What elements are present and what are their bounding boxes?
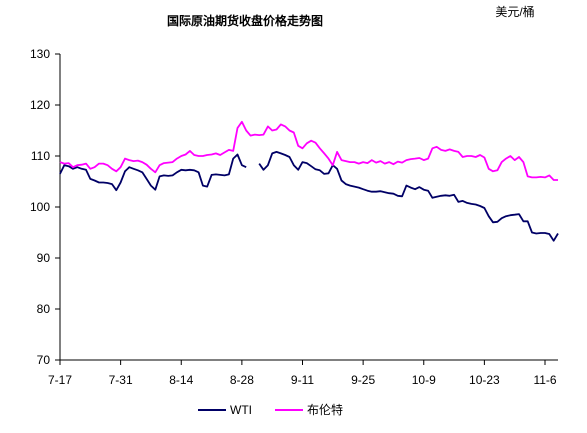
x-tick-label: 9-11 [291, 373, 314, 387]
x-tick-label: 7-31 [109, 373, 133, 387]
y-axis: 70 80 90 100 110 120 130 [30, 47, 61, 367]
legend-label-wti: WTI [230, 403, 252, 417]
y-tick-label: 130 [30, 47, 50, 61]
x-tick-label: 8-14 [169, 373, 193, 387]
legend: WTI 布伦特 [198, 402, 343, 417]
y-tick-label: 70 [37, 353, 51, 367]
series-line-wti [59, 151, 559, 242]
series-layer [59, 120, 559, 242]
x-tick-label: 11-6 [533, 373, 556, 387]
x-tick-label: 10-23 [469, 373, 500, 387]
y-tick-label: 90 [37, 251, 51, 265]
x-tick-label: 7-17 [48, 373, 72, 387]
chart-title: 国际原油期货收盘价格走势图 [167, 13, 323, 28]
y-tick-label: 120 [30, 98, 50, 112]
series-line-brent [59, 120, 558, 181]
y-tick-label: 100 [30, 200, 50, 214]
unit-label: 美元/桶 [495, 4, 534, 19]
x-tick-label: 10-9 [412, 373, 436, 387]
x-tick-label: 9-25 [351, 373, 375, 387]
y-tick-label: 80 [37, 302, 51, 316]
x-axis: 7-17 7-31 8-14 8-28 9-11 9-25 10-9 10-23 11-6 [48, 359, 558, 387]
x-tick-label: 8-28 [230, 373, 254, 387]
y-tick-label: 110 [31, 149, 50, 163]
legend-label-brent: 布伦特 [307, 402, 343, 417]
